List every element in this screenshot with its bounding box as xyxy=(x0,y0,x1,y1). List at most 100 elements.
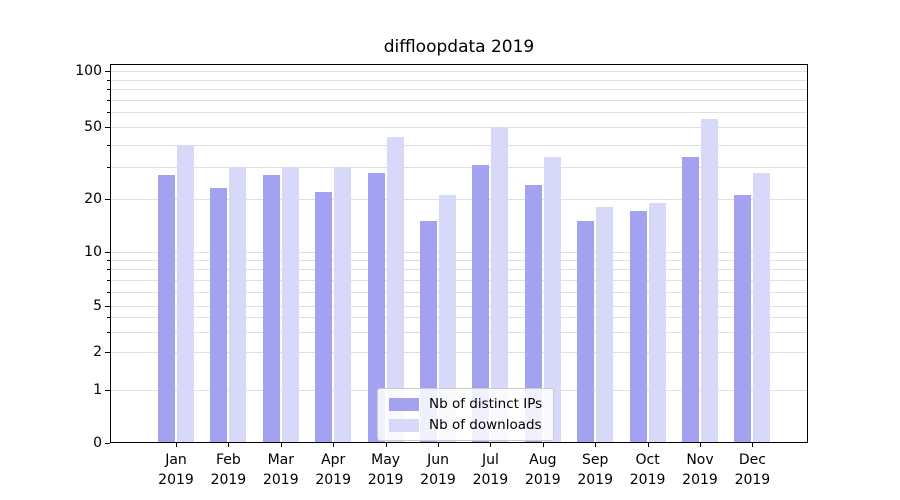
x-tick-month: Apr xyxy=(321,452,346,468)
gridline xyxy=(111,79,807,81)
x-tick-mark xyxy=(333,443,335,447)
x-tick-label: May 2019 xyxy=(354,451,418,490)
gridline xyxy=(111,306,807,307)
bar-downloads-jul xyxy=(491,127,509,442)
bar-downloads-apr xyxy=(334,167,352,442)
bar-downloads-oct xyxy=(648,202,666,442)
x-tick-mark xyxy=(647,443,649,447)
y-tick-mark xyxy=(105,390,110,391)
y-minor-tick-mark xyxy=(107,331,110,333)
x-tick-month: Jan xyxy=(165,452,187,468)
y-minor-tick-mark xyxy=(107,99,110,101)
legend-item-label: Nb of downloads xyxy=(429,417,542,433)
gridline xyxy=(111,144,807,146)
y-minor-tick-mark xyxy=(107,260,110,262)
x-tick-label: Nov 2019 xyxy=(668,451,732,490)
plot-area xyxy=(110,64,808,443)
y-tick-label: 1 xyxy=(93,382,102,398)
gridline xyxy=(111,269,807,271)
x-tick-year: 2019 xyxy=(472,471,509,488)
x-tick-mark xyxy=(228,443,230,447)
x-tick-month: May xyxy=(371,452,401,468)
bar-downloads-jun xyxy=(439,195,456,442)
bar-ips-dec xyxy=(734,195,752,442)
gridline xyxy=(111,99,807,101)
bar-ips-may xyxy=(367,172,385,442)
y-tick-label: 50 xyxy=(84,119,102,135)
x-tick-mark xyxy=(438,443,439,447)
legend-item: Nb of downloads xyxy=(389,417,542,433)
y-minor-tick-mark xyxy=(107,167,110,169)
x-tick-month: Feb xyxy=(215,452,241,468)
x-tick-year: 2019 xyxy=(682,471,718,488)
x-tick-year: 2019 xyxy=(315,471,351,488)
x-tick-label: Jan 2019 xyxy=(144,451,208,490)
bar-ips-jan xyxy=(158,175,175,442)
legend-color-patch xyxy=(389,418,419,432)
y-tick-mark xyxy=(105,71,110,72)
x-tick-mark xyxy=(542,443,544,447)
x-tick-year: 2019 xyxy=(262,471,299,488)
y-tick-mark xyxy=(105,352,110,353)
gridline xyxy=(111,317,807,319)
x-tick-year: 2019 xyxy=(629,471,666,488)
gridline xyxy=(111,112,807,114)
gridline xyxy=(111,127,807,128)
gridline xyxy=(111,89,807,91)
y-minor-tick-mark xyxy=(107,279,110,281)
bar-ips-aug xyxy=(524,184,542,442)
y-tick-label: 2 xyxy=(93,344,102,360)
bar-ips-nov xyxy=(682,157,699,442)
x-tick-year: 2019 xyxy=(158,471,194,488)
y-tick-mark xyxy=(105,252,110,253)
y-minor-tick-mark xyxy=(107,317,110,319)
bar-ips-jun xyxy=(420,220,437,442)
bar-downloads-aug xyxy=(543,157,561,442)
chart-title: diffloopdata 2019 xyxy=(383,37,535,57)
x-tick-month: Jun xyxy=(427,452,449,468)
x-tick-label: Feb 2019 xyxy=(196,451,260,490)
y-minor-tick-mark xyxy=(107,79,110,81)
bar-ips-oct xyxy=(629,211,647,442)
x-tick-year: 2019 xyxy=(420,471,456,488)
y-tick-mark xyxy=(105,443,110,444)
bar-ips-jul xyxy=(472,164,490,442)
y-minor-tick-mark xyxy=(107,112,110,114)
x-tick-year: 2019 xyxy=(210,471,247,488)
x-tick-label: Jul 2019 xyxy=(458,451,522,490)
bar-downloads-jan xyxy=(177,144,194,442)
gridline xyxy=(111,199,807,200)
gridline xyxy=(111,71,807,72)
y-tick-mark xyxy=(105,306,110,307)
x-tick-mark xyxy=(385,443,387,447)
x-tick-month: Mar xyxy=(267,452,294,468)
x-tick-mark xyxy=(490,443,492,447)
gridline xyxy=(111,260,807,262)
x-tick-label: Mar 2019 xyxy=(249,451,313,490)
bar-ips-mar xyxy=(262,175,280,442)
x-tick-year: 2019 xyxy=(577,471,613,488)
bar-ips-feb xyxy=(210,188,228,442)
x-tick-label: Dec 2019 xyxy=(720,451,784,490)
gridline xyxy=(111,352,807,353)
x-tick-mark xyxy=(595,443,597,447)
y-minor-tick-mark xyxy=(107,89,110,91)
x-tick-mark xyxy=(280,443,282,447)
gridline xyxy=(111,252,807,253)
y-tick-label: 10 xyxy=(84,244,102,260)
x-tick-month: Dec xyxy=(738,452,766,468)
x-tick-label: Sep 2019 xyxy=(563,451,627,490)
x-tick-month: Oct xyxy=(635,452,660,468)
legend: Nb of distinct IPs Nb of downloads xyxy=(377,388,555,441)
bar-downloads-feb xyxy=(229,167,247,442)
y-minor-tick-mark xyxy=(107,269,110,271)
x-tick-month: Jul xyxy=(481,452,499,468)
x-tick-year: 2019 xyxy=(734,471,771,488)
x-tick-label: Jun 2019 xyxy=(406,451,470,490)
x-tick-mark xyxy=(176,443,177,447)
bar-downloads-dec xyxy=(753,172,771,442)
x-tick-label: Oct 2019 xyxy=(616,451,680,490)
legend-item: Nb of distinct IPs xyxy=(389,396,542,412)
x-tick-mark xyxy=(700,443,701,447)
